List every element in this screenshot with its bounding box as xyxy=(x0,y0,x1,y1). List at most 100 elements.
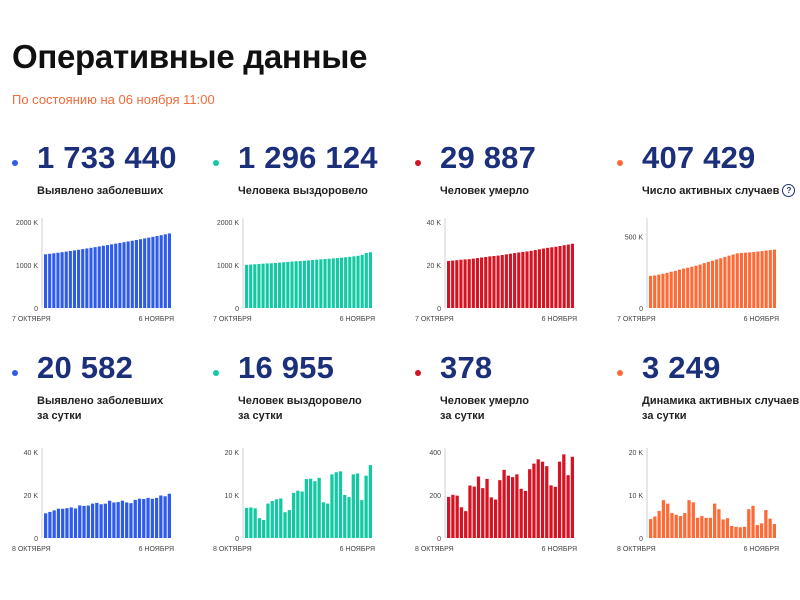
bar xyxy=(519,488,523,538)
bar xyxy=(159,235,163,308)
bar xyxy=(64,251,68,308)
bar xyxy=(772,249,776,308)
x-end-label: 6 НОЯБРЯ xyxy=(340,546,375,553)
bar-chart: 0 500 K 7 ОКТЯБРЯ 6 НОЯБРЯ xyxy=(617,218,779,323)
x-start-label: 8 ОКТЯБРЯ xyxy=(617,546,656,553)
bar xyxy=(549,485,553,538)
bar xyxy=(253,508,257,538)
stat-label-line: за сутки xyxy=(642,410,687,422)
bar xyxy=(759,523,764,538)
x-start-label: 7 ОКТЯБРЯ xyxy=(617,316,656,323)
bar xyxy=(528,469,532,538)
bar xyxy=(690,266,694,308)
bar xyxy=(313,481,317,538)
x-end-label: 6 НОЯБРЯ xyxy=(542,316,577,323)
bar xyxy=(368,465,372,538)
x-start-label: 7 ОКТЯБРЯ xyxy=(213,316,252,323)
bar xyxy=(562,454,566,538)
bar xyxy=(523,490,528,538)
bar xyxy=(290,261,294,308)
stat-label: Человек умерло xyxy=(440,184,608,199)
bar xyxy=(163,234,167,308)
y-tick-label: 0 xyxy=(437,536,441,543)
bar xyxy=(455,495,459,538)
bar xyxy=(249,507,253,538)
bar xyxy=(719,258,723,308)
x-start-label: 8 ОКТЯБРЯ xyxy=(213,546,252,553)
x-start-label: 7 ОКТЯБРЯ xyxy=(415,316,454,323)
y-tick-label: 1000 K xyxy=(16,263,39,270)
bar xyxy=(326,503,330,538)
bar xyxy=(713,503,717,538)
bar xyxy=(687,500,691,538)
bar xyxy=(657,510,661,538)
bar xyxy=(82,505,86,538)
bar xyxy=(368,252,372,308)
bar xyxy=(752,251,756,308)
bar xyxy=(570,243,574,308)
bar xyxy=(294,261,298,308)
y-tick-label: 0 xyxy=(639,306,643,313)
bar xyxy=(143,238,147,308)
bar-chart: 0 200 400 8 ОКТЯБРЯ 6 НОЯБРЯ xyxy=(415,448,577,553)
y-tick-label: 0 xyxy=(235,536,239,543)
bar xyxy=(270,501,274,538)
bar xyxy=(72,250,77,308)
bar xyxy=(101,245,105,308)
stat-value: 29 887 xyxy=(440,140,537,175)
bar xyxy=(69,507,73,538)
bar xyxy=(700,516,704,538)
bar xyxy=(331,258,335,308)
bar-chart: 0 10 K 20 K 8 ОКТЯБРЯ 6 НОЯБРЯ xyxy=(213,448,375,553)
bar xyxy=(118,242,122,308)
bar xyxy=(489,497,493,538)
bar xyxy=(108,500,112,538)
bar xyxy=(702,263,706,308)
bar xyxy=(558,246,562,308)
bar xyxy=(682,268,686,308)
bar xyxy=(257,263,261,308)
bar xyxy=(504,254,508,308)
bar xyxy=(311,260,315,308)
stat-label: Выявлено заболевших xyxy=(37,184,205,199)
bar xyxy=(90,503,95,538)
bar xyxy=(546,247,550,308)
bar xyxy=(249,264,253,308)
stat-label-line: Человек выздоровело xyxy=(238,395,362,407)
help-icon[interactable]: ? xyxy=(782,184,796,197)
bar xyxy=(52,510,56,538)
stat-card-deaths-daily: 378 Человек умерло за сутки 0 200 400 8 ОКТЯБР… xyxy=(415,350,607,553)
bar xyxy=(134,239,138,308)
bar xyxy=(755,525,759,538)
bar xyxy=(296,490,300,538)
bar xyxy=(723,256,727,308)
bar xyxy=(167,493,171,538)
bar xyxy=(459,507,464,538)
series-dot xyxy=(12,160,18,166)
x-end-label: 6 НОЯБРЯ xyxy=(542,546,577,553)
bar xyxy=(472,486,476,538)
bar-chart: 0 20 K 40 K 7 ОКТЯБРЯ 6 НОЯБРЯ xyxy=(415,218,577,323)
bar xyxy=(529,250,533,308)
bar xyxy=(126,241,130,308)
bar xyxy=(334,472,338,538)
bar xyxy=(245,507,249,538)
y-tick-label: 40 K xyxy=(24,450,39,457)
bar xyxy=(725,518,730,538)
bar xyxy=(756,251,760,308)
x-end-label: 6 НОЯБРЯ xyxy=(744,316,779,323)
bar-chart: 0 1000 K 2000 K 7 ОКТЯБРЯ 6 НОЯБРЯ xyxy=(213,218,375,323)
bar xyxy=(105,245,110,308)
bar xyxy=(327,258,331,308)
bar xyxy=(661,500,666,538)
bar xyxy=(513,253,517,308)
stat-label: Динамика активных случаев за сутки xyxy=(642,394,800,424)
bar xyxy=(451,494,455,538)
stat-label-line: Выявлено заболевших xyxy=(37,185,164,197)
bar xyxy=(77,249,81,308)
bar xyxy=(502,469,506,538)
stat-label-line: за сутки xyxy=(238,410,283,422)
bar xyxy=(540,461,545,538)
bar xyxy=(670,513,674,538)
x-start-label: 7 ОКТЯБРЯ xyxy=(12,316,51,323)
